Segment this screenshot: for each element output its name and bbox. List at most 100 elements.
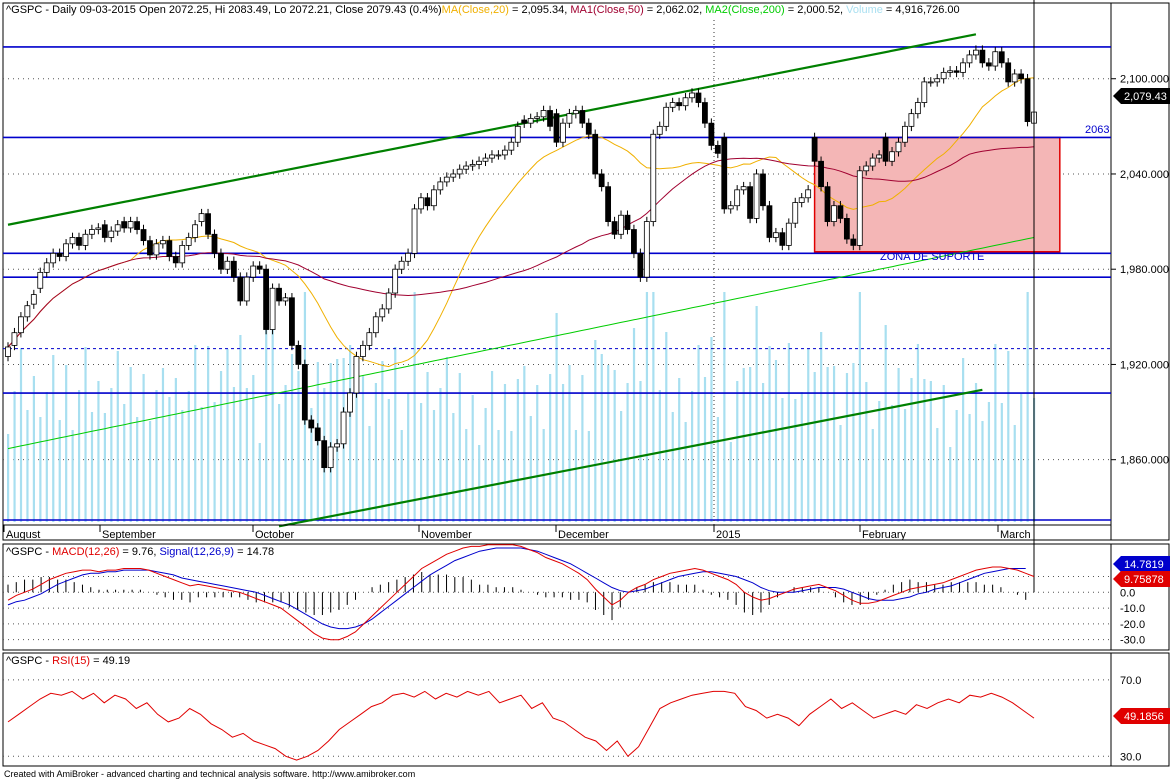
candle-body (340, 411, 347, 445)
volume-bar (878, 401, 881, 522)
candle-body (101, 224, 108, 238)
volume-bar (136, 417, 139, 522)
candle-body (398, 260, 405, 270)
volume-bar (813, 372, 816, 522)
candle-body (740, 186, 747, 191)
header-main: ^GSPC - Daily 09-03-2015 Open 2072.25, H… (6, 4, 442, 16)
candle-body (643, 221, 650, 278)
macd-panel-frame (2, 543, 1170, 651)
candle-body (18, 316, 24, 334)
volume-bar (794, 399, 797, 522)
volume-bar (71, 430, 74, 522)
volume-bar (361, 376, 365, 522)
candle-body (134, 221, 140, 230)
volume-bar (929, 381, 932, 522)
candle-body (927, 81, 934, 84)
candle-body (850, 238, 857, 246)
candle-body (224, 260, 231, 270)
candle-body (30, 294, 37, 305)
volume-bar (419, 403, 423, 522)
candle-body (430, 189, 437, 207)
macd-histogram (7, 0, 1035, 621)
macd-lines (7, 544, 1035, 641)
trendline (278, 388, 983, 528)
volume-bar (155, 390, 158, 522)
price-tick-label: 1,860.000 (1120, 455, 1169, 467)
candle-body (243, 276, 250, 302)
macd-tick-label: 0.0 (1120, 587, 1135, 599)
volume-bar (736, 381, 739, 522)
candle-body (953, 70, 960, 73)
candle-body (327, 446, 334, 469)
volume-bar (510, 431, 513, 522)
volume-bar (355, 365, 358, 522)
candle-body (618, 214, 624, 235)
candle-body (114, 224, 121, 232)
candle-body (424, 197, 431, 207)
volume-bar (458, 373, 461, 522)
candle-body (1005, 62, 1012, 83)
candle-body (669, 102, 676, 108)
volume-bar (716, 417, 720, 522)
candle-body (895, 141, 902, 153)
volume-bar (452, 413, 455, 522)
candle-body (914, 102, 921, 115)
volume-bar (239, 335, 242, 522)
volume-bar (181, 410, 184, 522)
candle-body (147, 240, 153, 256)
candle-body (753, 173, 760, 219)
volume-bar (671, 412, 674, 522)
candle-body (772, 232, 779, 238)
candle-body (682, 97, 689, 107)
candle-body (824, 186, 831, 222)
trendlines (7, 33, 983, 528)
candle-body (650, 133, 657, 222)
volume-bar (845, 373, 849, 522)
volume-bar (484, 408, 487, 522)
volume-bar (168, 397, 171, 522)
candle-body (798, 197, 805, 203)
candle-body (985, 62, 992, 67)
volume-bar (852, 363, 855, 522)
signal-badge (1113, 556, 1170, 572)
rsi-badge-text: 49.1856 (1124, 711, 1164, 723)
volume-bar (194, 345, 197, 522)
volume-bar (832, 366, 836, 522)
candle-body (856, 170, 863, 246)
volume-bar (549, 374, 552, 522)
candle-body (863, 165, 870, 172)
volume-bar (568, 365, 571, 522)
volume-bar (90, 412, 94, 522)
macd-tick-label: -20.0 (1120, 619, 1145, 631)
header-ma1-value: = 2,062.02, (644, 4, 705, 16)
candle-body (166, 240, 173, 257)
candle-body (940, 71, 947, 80)
candle-body (69, 237, 76, 245)
volume-bar (439, 388, 442, 522)
candle-body (779, 232, 786, 246)
date-tick-label: February (862, 529, 907, 541)
volume-bar (723, 292, 726, 522)
candle-body (230, 260, 237, 278)
signal-label: Signal(12,26,9) (159, 546, 234, 558)
volume-bar (645, 292, 649, 522)
candle-body (108, 230, 115, 238)
macd-label: MACD(12,26) (52, 546, 119, 558)
volume-bar (639, 381, 642, 522)
volume-bar (84, 347, 87, 522)
candle-body (476, 160, 482, 165)
candle-body (50, 252, 57, 264)
volume-bar (703, 377, 707, 522)
volume-bar (974, 383, 978, 522)
volume-bar (884, 325, 887, 522)
volume-bar (768, 346, 771, 522)
volume-bar (368, 426, 371, 522)
volume-bar (955, 410, 958, 522)
volume-bar (858, 292, 861, 522)
candle-body (321, 440, 328, 469)
volume-bar (45, 392, 48, 522)
date-tick-label: 2015 (716, 529, 740, 541)
support-zone-box (813, 136, 1061, 253)
macd-tick-label: -30.0 (1120, 635, 1145, 647)
rsi-axis-ticks: 30.0 70.0 (1120, 675, 1141, 763)
